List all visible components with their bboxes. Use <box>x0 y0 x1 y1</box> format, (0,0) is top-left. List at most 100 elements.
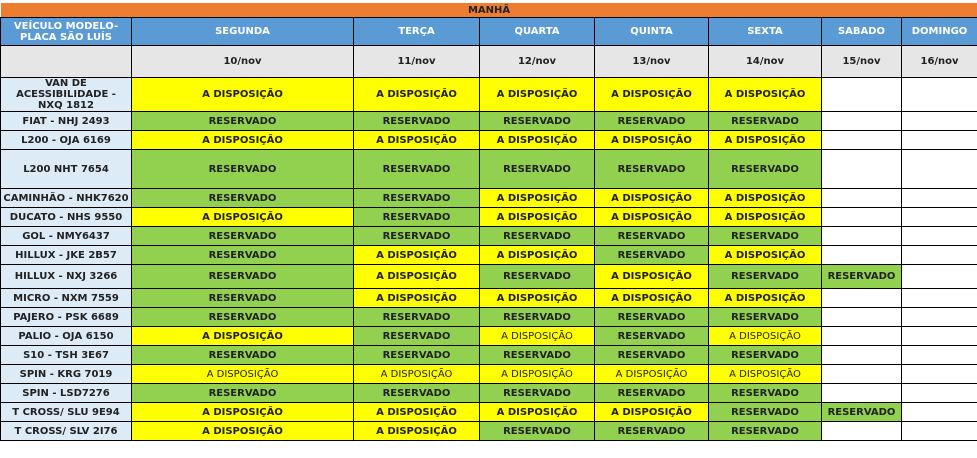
status-reserved-cell[interactable]: RESERVADO <box>131 111 354 131</box>
status-available-cell[interactable]: A DISPOSIÇÃO <box>479 364 595 384</box>
status-reserved-cell[interactable]: RESERVADO <box>353 326 480 346</box>
status-available-cell[interactable]: A DISPOSIÇÃO <box>594 188 709 208</box>
status-reserved-cell[interactable]: RESERVADO <box>594 421 709 441</box>
status-reserved-cell[interactable]: RESERVADO <box>594 149 709 189</box>
vehicle-cell[interactable]: DUCATO - NHS 9550 <box>0 207 132 227</box>
empty-cell[interactable] <box>900 77 977 112</box>
empty-cell[interactable] <box>900 149 977 189</box>
day-header[interactable]: SEGUNDA <box>131 17 354 46</box>
status-reserved-cell[interactable]: RESERVADO <box>131 264 354 289</box>
vehicle-cell[interactable]: PALIO - OJA 6150 <box>0 326 132 346</box>
vehicle-cell[interactable]: HILLUX - JKE 2B57 <box>0 245 132 265</box>
status-available-cell[interactable]: A DISPOSIÇÃO <box>708 326 822 346</box>
status-available-cell[interactable]: A DISPOSIÇÃO <box>479 130 595 150</box>
empty-cell[interactable] <box>900 326 977 346</box>
status-reserved-cell[interactable]: RESERVADO <box>131 307 354 327</box>
empty-cell[interactable] <box>821 245 902 265</box>
status-available-cell[interactable]: A DISPOSIÇÃO <box>353 402 480 422</box>
empty-cell[interactable] <box>900 383 977 403</box>
status-reserved-cell[interactable]: RESERVADO <box>131 149 354 189</box>
status-available-cell[interactable]: A DISPOSIÇÃO <box>479 402 595 422</box>
date-header[interactable]: 13/nov <box>594 45 709 78</box>
status-reserved-cell[interactable]: RESERVADO <box>708 402 822 422</box>
status-available-cell[interactable]: A DISPOSIÇÃO <box>708 288 822 308</box>
title-cell[interactable]: MANHÃ <box>0 3 977 18</box>
date-header[interactable]: 16/nov <box>900 45 977 78</box>
vehicle-cell[interactable]: VAN DE ACESSIBILIDADE - NXQ 1812 <box>0 77 132 112</box>
vehicle-cell[interactable]: HILLUX - NXJ 3266 <box>0 264 132 289</box>
status-reserved-cell[interactable]: RESERVADO <box>131 288 354 308</box>
status-reserved-cell[interactable]: RESERVADO <box>479 307 595 327</box>
status-available-cell[interactable]: A DISPOSIÇÃO <box>131 207 354 227</box>
status-reserved-cell[interactable]: RESERVADO <box>594 345 709 365</box>
status-reserved-cell[interactable]: RESERVADO <box>479 111 595 131</box>
status-reserved-cell[interactable]: RESERVADO <box>131 345 354 365</box>
status-available-cell[interactable]: A DISPOSIÇÃO <box>479 326 595 346</box>
status-available-cell[interactable]: A DISPOSIÇÃO <box>353 421 480 441</box>
status-reserved-cell[interactable]: RESERVADO <box>708 345 822 365</box>
status-reserved-cell[interactable]: RESERVADO <box>479 226 595 246</box>
status-available-cell[interactable]: A DISPOSIÇÃO <box>708 364 822 384</box>
vehicle-cell[interactable]: L200 NHT 7654 <box>0 149 132 189</box>
empty-cell[interactable] <box>821 383 902 403</box>
status-available-cell[interactable]: A DISPOSIÇÃO <box>353 364 480 384</box>
empty-cell[interactable] <box>821 364 902 384</box>
empty-cell[interactable] <box>821 77 902 112</box>
date-header[interactable]: 15/nov <box>821 45 902 78</box>
status-reserved-cell[interactable]: RESERVADO <box>353 226 480 246</box>
vehicle-cell[interactable]: L200 - OJA 6169 <box>0 130 132 150</box>
empty-cell[interactable] <box>821 345 902 365</box>
empty-cell[interactable] <box>900 421 977 441</box>
day-header[interactable]: SEXTA <box>708 17 822 46</box>
status-available-cell[interactable]: A DISPOSIÇÃO <box>708 207 822 227</box>
status-available-cell[interactable]: A DISPOSIÇÃO <box>594 264 709 289</box>
status-reserved-cell[interactable]: RESERVADO <box>594 226 709 246</box>
empty-cell[interactable] <box>900 402 977 422</box>
status-available-cell[interactable]: A DISPOSIÇÃO <box>353 264 480 289</box>
empty-cell[interactable] <box>821 111 902 131</box>
status-reserved-cell[interactable]: RESERVADO <box>708 421 822 441</box>
status-reserved-cell[interactable]: RESERVADO <box>594 111 709 131</box>
empty-cell[interactable] <box>900 307 977 327</box>
vehicle-cell[interactable]: S10 - TSH 3E67 <box>0 345 132 365</box>
vehicle-cell[interactable]: CAMINHÃO - NHK7620 <box>0 188 132 208</box>
status-reserved-cell[interactable]: RESERVADO <box>131 245 354 265</box>
status-available-cell[interactable]: A DISPOSIÇÃO <box>708 188 822 208</box>
status-available-cell[interactable]: A DISPOSIÇÃO <box>479 77 595 112</box>
vehicle-cell[interactable]: SPIN - KRG 7019 <box>0 364 132 384</box>
status-available-cell[interactable]: A DISPOSIÇÃO <box>708 245 822 265</box>
empty-cell[interactable] <box>821 130 902 150</box>
empty-cell[interactable] <box>900 345 977 365</box>
status-reserved-cell[interactable]: RESERVADO <box>821 402 902 422</box>
empty-cell[interactable] <box>900 364 977 384</box>
vehicle-cell[interactable]: T CROSS/ SLU 9E94 <box>0 402 132 422</box>
status-reserved-cell[interactable]: RESERVADO <box>353 307 480 327</box>
empty-cell[interactable] <box>821 326 902 346</box>
vehicle-cell[interactable]: T CROSS/ SLV 2I76 <box>0 421 132 441</box>
date-header-blank[interactable] <box>0 45 132 78</box>
vehicle-cell[interactable]: SPIN - LSD7276 <box>0 383 132 403</box>
status-reserved-cell[interactable]: RESERVADO <box>353 149 480 189</box>
status-reserved-cell[interactable]: RESERVADO <box>353 345 480 365</box>
day-header[interactable]: QUINTA <box>594 17 709 46</box>
status-available-cell[interactable]: A DISPOSIÇÃO <box>131 130 354 150</box>
empty-cell[interactable] <box>821 288 902 308</box>
vehicle-cell[interactable]: GOL - NMY6437 <box>0 226 132 246</box>
day-header[interactable]: DOMINGO <box>900 17 977 46</box>
status-available-cell[interactable]: A DISPOSIÇÃO <box>131 326 354 346</box>
status-available-cell[interactable]: A DISPOSIÇÃO <box>594 402 709 422</box>
date-header[interactable]: 14/nov <box>708 45 822 78</box>
status-reserved-cell[interactable]: RESERVADO <box>479 421 595 441</box>
status-available-cell[interactable]: A DISPOSIÇÃO <box>353 130 480 150</box>
status-reserved-cell[interactable]: RESERVADO <box>708 383 822 403</box>
status-available-cell[interactable]: A DISPOSIÇÃO <box>708 77 822 112</box>
date-header[interactable]: 12/nov <box>479 45 595 78</box>
status-available-cell[interactable]: A DISPOSIÇÃO <box>594 288 709 308</box>
vehicle-cell[interactable]: MICRO - NXM 7559 <box>0 288 132 308</box>
status-reserved-cell[interactable]: RESERVADO <box>353 188 480 208</box>
empty-cell[interactable] <box>900 111 977 131</box>
status-reserved-cell[interactable]: RESERVADO <box>594 383 709 403</box>
status-available-cell[interactable]: A DISPOSIÇÃO <box>594 130 709 150</box>
empty-cell[interactable] <box>821 207 902 227</box>
status-available-cell[interactable]: A DISPOSIÇÃO <box>594 77 709 112</box>
